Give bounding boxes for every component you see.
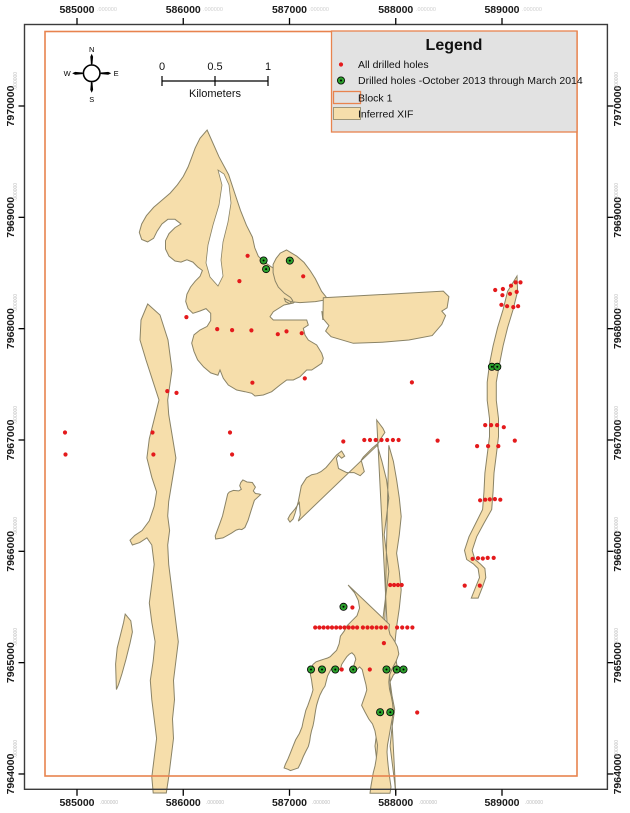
svg-text:.000000: .000000 [309, 7, 329, 13]
svg-text:7968000: 7968000 [5, 308, 17, 349]
svg-text:Drilled holes -October 2013 th: Drilled holes -October 2013 through Marc… [358, 75, 583, 87]
svg-text:7965000: 7965000 [612, 642, 624, 683]
svg-text:.000000: .000000 [419, 800, 437, 806]
svg-text:7967000: 7967000 [612, 419, 624, 460]
svg-text:587000: 587000 [272, 797, 307, 809]
svg-text:588000: 588000 [378, 797, 413, 809]
svg-text:.000000: .000000 [525, 800, 543, 806]
svg-text:1: 1 [265, 61, 271, 73]
svg-text:585000: 585000 [59, 797, 94, 809]
svg-text:.000000: .000000 [614, 406, 620, 424]
svg-text:7969000: 7969000 [5, 197, 17, 238]
svg-text:E: E [114, 69, 119, 78]
svg-text:0.5: 0.5 [207, 61, 222, 73]
svg-text:.000000: .000000 [13, 517, 19, 535]
svg-text:7970000: 7970000 [5, 85, 17, 126]
svg-text:7966000: 7966000 [5, 531, 17, 572]
svg-text:0: 0 [159, 61, 165, 73]
svg-text:588000: 588000 [378, 4, 413, 16]
svg-text:.000000: .000000 [97, 7, 117, 13]
svg-text:7966000: 7966000 [612, 531, 624, 572]
svg-text:Inferred XIF: Inferred XIF [358, 109, 413, 121]
svg-text:7968000: 7968000 [612, 308, 624, 349]
svg-text:7970000: 7970000 [612, 85, 624, 126]
svg-text:.000000: .000000 [100, 800, 118, 806]
svg-text:585000: 585000 [59, 4, 94, 16]
svg-text:W: W [64, 69, 72, 78]
svg-text:.000000: .000000 [312, 800, 330, 806]
svg-text:Block 1: Block 1 [358, 93, 393, 105]
svg-text:.000000: .000000 [614, 517, 620, 535]
svg-text:589000: 589000 [484, 4, 519, 16]
svg-text:.000000: .000000 [13, 183, 19, 201]
svg-text:.000000: .000000 [13, 72, 19, 90]
svg-text:586000: 586000 [166, 4, 201, 16]
svg-text:7964000: 7964000 [612, 753, 624, 794]
svg-text:All drilled holes: All drilled holes [358, 59, 429, 71]
svg-text:7969000: 7969000 [612, 197, 624, 238]
svg-text:.000000: .000000 [614, 72, 620, 90]
svg-text:S: S [89, 95, 94, 104]
svg-text:589000: 589000 [484, 797, 519, 809]
svg-text:7964000: 7964000 [5, 753, 17, 794]
svg-text:.000000: .000000 [522, 7, 542, 13]
svg-text:Kilometers: Kilometers [189, 88, 241, 100]
svg-text:.000000: .000000 [614, 740, 620, 758]
svg-text:.000000: .000000 [614, 294, 620, 312]
svg-text:586000: 586000 [166, 797, 201, 809]
svg-text:.000000: .000000 [13, 740, 19, 758]
svg-text:7965000: 7965000 [5, 642, 17, 683]
svg-text:.000000: .000000 [614, 628, 620, 646]
svg-text:N: N [89, 45, 94, 54]
svg-text:.000000: .000000 [614, 183, 620, 201]
svg-text:587000: 587000 [272, 4, 307, 16]
svg-text:.000000: .000000 [13, 628, 19, 646]
svg-text:.000000: .000000 [13, 294, 19, 312]
svg-text:7967000: 7967000 [5, 419, 17, 460]
svg-text:.000000: .000000 [203, 7, 223, 13]
svg-text:Legend: Legend [426, 37, 483, 54]
svg-text:.000000: .000000 [206, 800, 224, 806]
svg-text:.000000: .000000 [13, 406, 19, 424]
svg-text:.000000: .000000 [416, 7, 436, 13]
